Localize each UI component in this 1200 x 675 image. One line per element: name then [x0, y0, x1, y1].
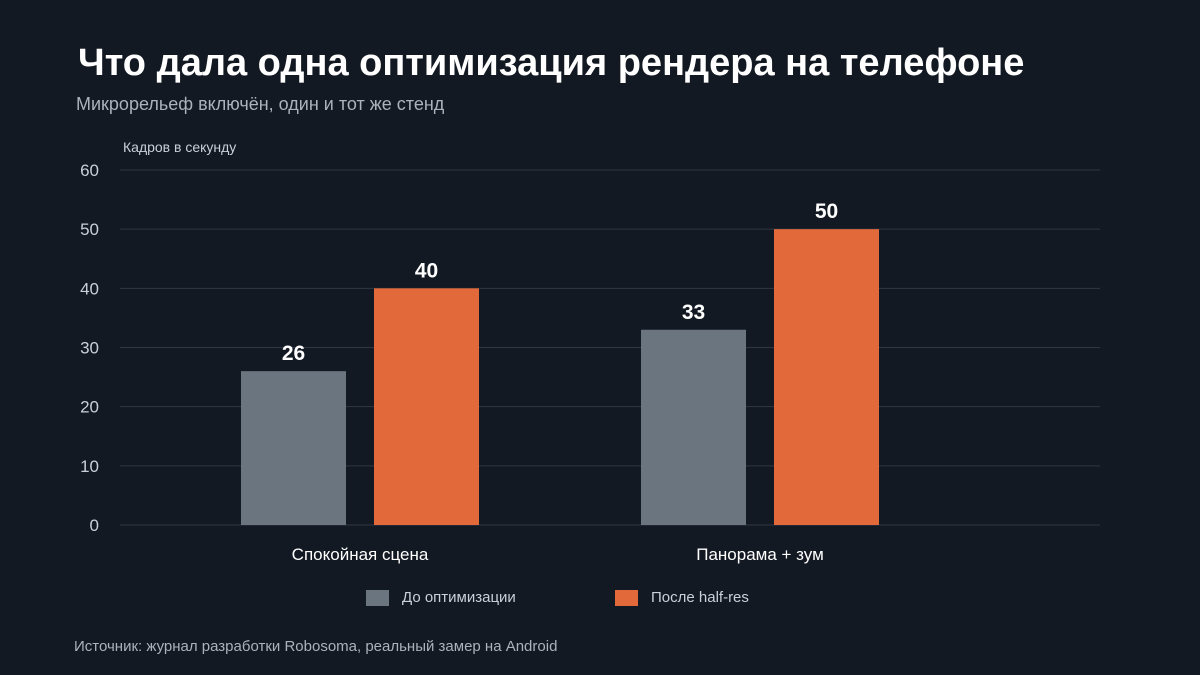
data-labels: 26 40 33 50	[282, 200, 838, 365]
y-tick-label: 10	[80, 457, 99, 476]
source-note: Источник: журнал разработки Robosoma, ре…	[74, 638, 558, 655]
bar	[374, 288, 479, 525]
bar	[241, 371, 346, 525]
y-tick-label: 30	[80, 339, 99, 358]
y-tick-label: 0	[90, 516, 99, 535]
legend-swatch	[366, 590, 389, 606]
y-tick-label: 50	[80, 220, 99, 239]
legend-label: До оптимизации	[402, 589, 516, 606]
chart-subtitle: Микрорельеф включён, один и тот же стенд	[76, 94, 445, 114]
y-tick-label: 60	[80, 161, 99, 180]
x-axis-categories: Спокойная сцена Панорама + зум	[292, 545, 824, 564]
y-tick-label: 40	[80, 279, 99, 298]
bar	[774, 229, 879, 525]
data-label: 50	[815, 200, 838, 223]
x-category-label: Спокойная сцена	[292, 545, 429, 564]
legend-swatch	[615, 590, 638, 606]
gridlines	[120, 169, 1100, 526]
y-axis-ticks: 0 10 20 30 40 50 60	[80, 161, 99, 535]
y-axis-label: Кадров в секунду	[123, 139, 236, 155]
data-label: 26	[282, 342, 305, 365]
legend: До оптимизации После half-res	[366, 589, 749, 606]
x-category-label: Панорама + зум	[696, 545, 824, 564]
data-label: 33	[682, 301, 705, 324]
data-label: 40	[415, 259, 438, 282]
bars	[241, 229, 879, 525]
y-tick-label: 20	[80, 398, 99, 417]
legend-label: После half-res	[651, 589, 749, 606]
bar	[641, 329, 746, 525]
chart-title: Что дала одна оптимизация рендера на тел…	[78, 42, 1025, 84]
